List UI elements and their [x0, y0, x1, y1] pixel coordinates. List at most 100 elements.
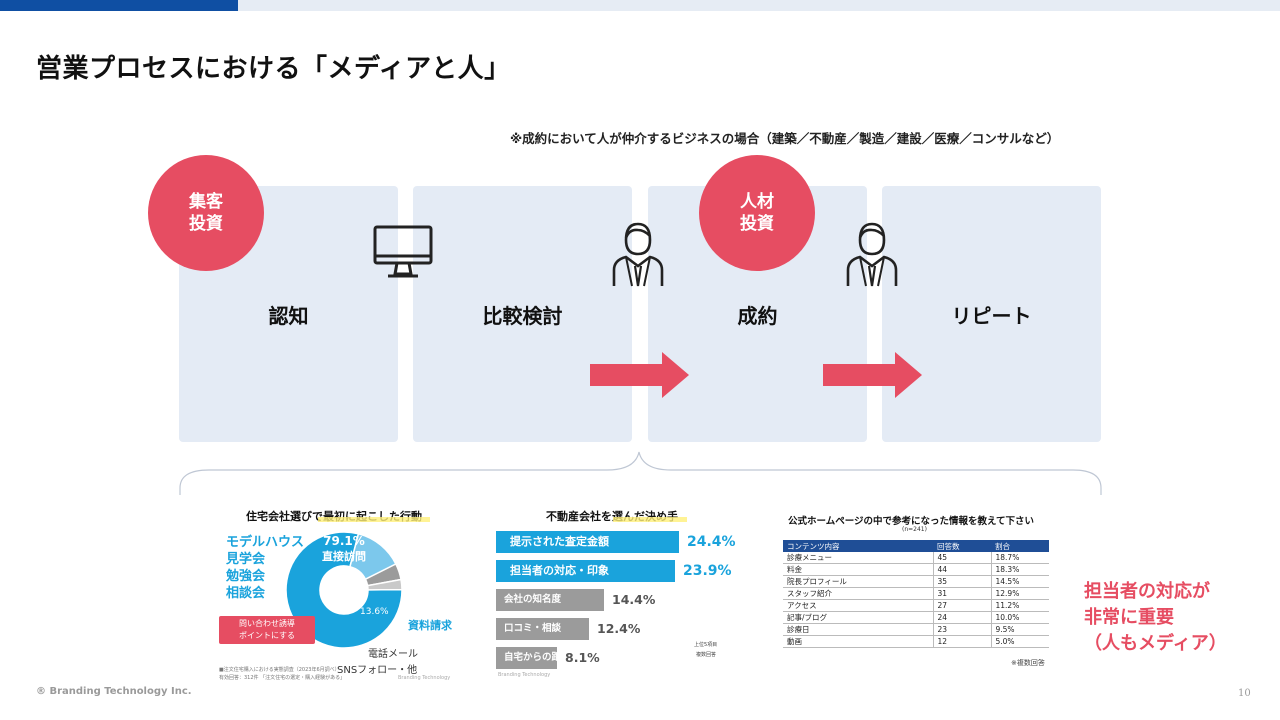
- donut-main-value: 79.1%: [323, 534, 365, 548]
- panel1-source: ■注文住宅購入における実態調査（2023年6月調べ）: [219, 667, 340, 673]
- left-label: 相談会: [226, 586, 266, 601]
- panel3-footnote: ※複数回答: [1011, 659, 1045, 667]
- table-cell: 診療メニュー: [783, 552, 934, 564]
- table-row: 料金 44 18.3%: [783, 563, 1049, 576]
- table-header: 回答数: [933, 540, 991, 552]
- table-cell: 44: [933, 563, 992, 576]
- conclusion-text: 担当者の対応が 非常に重要 （人もメディア）: [1084, 579, 1227, 657]
- people-investment-badge: 人材 投資: [699, 155, 815, 271]
- person-icon: [846, 222, 898, 287]
- table-cell: 31: [933, 587, 992, 600]
- panel3-title: 公式ホームページの中で参考になった情報を教えて下さい: [788, 516, 1035, 527]
- table-cell: 23: [933, 623, 992, 636]
- table-row: 診療日 23 9.5%: [783, 623, 1049, 636]
- arrow-right-icon: [590, 352, 689, 398]
- table-header-row: コンテンツ内容 回答数 割合: [783, 540, 1049, 552]
- stage-label: 比較検討: [482, 304, 563, 328]
- bar: 会社の知名度: [496, 589, 604, 611]
- top-band: [238, 0, 1280, 11]
- bar-value-label: 8.1%: [565, 650, 600, 665]
- panel2-logo: Branding Technology: [498, 672, 551, 678]
- stage-repeat: リピート: [882, 186, 1101, 442]
- stage-label: 認知: [268, 304, 309, 328]
- table-row: 院長プロフィール 35 14.5%: [783, 575, 1049, 588]
- scope-note: ※成約において人が仲介するビジネスの場合（建築／不動産／製造／建設／医療／コンサ…: [510, 131, 1060, 146]
- bar-value-label: 23.9%: [683, 563, 732, 579]
- conclusion-line: 担当者の対応が: [1084, 581, 1210, 602]
- panel1-logo: Branding Technology: [398, 675, 451, 681]
- table-header: コンテンツ内容: [783, 540, 933, 552]
- panel1-left-labels: モデルハウス 見学会 勉強会 相談会: [226, 534, 304, 602]
- badge-line: 集客: [189, 192, 223, 212]
- table-cell: 45: [933, 552, 992, 564]
- table-row: アクセス 27 11.2%: [783, 599, 1049, 612]
- donut-chart: [285, 531, 403, 649]
- stage-comparison: 比較検討: [413, 186, 632, 442]
- person-icon: [612, 222, 664, 287]
- copyright: ® Branding Technology Inc.: [36, 686, 192, 697]
- table-cell: 24: [933, 611, 992, 624]
- label-phone: 電話メール: [368, 649, 418, 660]
- left-label: 勉強会: [226, 569, 266, 584]
- table-cell: 動画: [783, 635, 934, 648]
- grouping-brace: [179, 451, 1102, 495]
- table-cell: 9.5%: [991, 623, 1049, 636]
- content-table: コンテンツ内容 回答数 割合 診療メニュー 45 18.7% 料金 44 18.3% 院…: [783, 540, 1049, 648]
- table-header: 割合: [991, 540, 1049, 552]
- table-cell: 5.0%: [991, 635, 1049, 648]
- bar: 口コミ・相談: [496, 618, 589, 640]
- table-row: 記事/ブログ 24 10.0%: [783, 611, 1049, 624]
- callout-line: ポイントにする: [238, 631, 296, 640]
- bar: 担当者の対応・印象: [496, 560, 675, 582]
- table-cell: 35: [933, 575, 992, 588]
- table-cell: 診療日: [783, 623, 934, 636]
- panel2-footnote: 複数回答: [696, 652, 717, 658]
- table-row: 動画 12 5.0%: [783, 635, 1049, 648]
- table-cell: 記事/ブログ: [783, 611, 934, 624]
- donut-slice: [366, 578, 403, 591]
- table-cell: 11.2%: [991, 599, 1049, 612]
- badge-line: 投資: [189, 214, 223, 234]
- table-cell: 18.3%: [991, 563, 1049, 576]
- conclusion-line: （人もメディア）: [1084, 633, 1227, 654]
- table-cell: アクセス: [783, 599, 934, 612]
- top-accent-bar: [0, 0, 238, 11]
- table-cell: スタッフ紹介: [783, 587, 934, 600]
- table-cell: 10.0%: [991, 611, 1049, 624]
- bar-value-label: 12.4%: [597, 621, 641, 636]
- donut-slice: [285, 531, 403, 649]
- table-cell: 院長プロフィール: [783, 575, 934, 588]
- left-label: モデルハウス: [226, 535, 305, 550]
- label-sns: SNSフォロー・他: [337, 665, 418, 676]
- stage-label: 成約: [737, 304, 778, 328]
- stage-label: リピート: [951, 304, 1032, 328]
- table-cell: 12: [933, 635, 992, 648]
- panel1-source: 有効回答：312件 「注文住宅の選定・購入経験がある」: [219, 675, 346, 681]
- table-cell: 18.7%: [991, 552, 1049, 564]
- arrow-right-icon: [823, 352, 922, 398]
- callout-line: 問い合わせ誘導: [239, 619, 295, 628]
- bar: 自宅からの距離: [496, 647, 571, 669]
- bar: 提示された査定金額: [496, 531, 679, 553]
- donut-small-value: 13.6%: [360, 607, 389, 617]
- table-cell: 14.5%: [991, 575, 1049, 588]
- conclusion-line: 非常に重要: [1084, 607, 1174, 628]
- table-cell: 料金: [783, 563, 934, 576]
- monitor-icon: [373, 225, 433, 278]
- panel2-footnote: 上位5項目: [694, 642, 718, 648]
- table-cell: 12.9%: [991, 587, 1049, 600]
- left-label: 見学会: [226, 552, 266, 567]
- badge-line: 人材: [740, 192, 774, 212]
- page-number: 10: [1238, 688, 1251, 699]
- table-row: スタッフ紹介 31 12.9%: [783, 587, 1049, 600]
- media-investment-badge: 集客 投資: [148, 155, 264, 271]
- panel3-subtitle: (n=241): [902, 526, 927, 533]
- table-cell: 27: [933, 599, 992, 612]
- title-highlight: [613, 517, 687, 522]
- table-row: 診療メニュー 45 18.7%: [783, 552, 1049, 564]
- bar-value-label: 24.4%: [687, 534, 736, 550]
- label-request: 資料請求: [408, 619, 452, 632]
- slide-title: 営業プロセスにおける「メディアと人」: [36, 54, 511, 84]
- donut-main-label: 直接訪問: [322, 550, 366, 563]
- title-highlight: [318, 517, 430, 522]
